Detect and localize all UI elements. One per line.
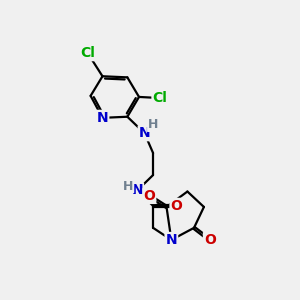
Text: N: N <box>166 233 177 247</box>
Text: Cl: Cl <box>80 46 95 60</box>
Text: O: O <box>204 233 216 247</box>
Text: N: N <box>97 111 108 125</box>
Text: O: O <box>143 189 155 203</box>
Text: Cl: Cl <box>152 91 167 105</box>
Text: H: H <box>123 179 134 193</box>
Text: O: O <box>170 199 182 213</box>
Text: H: H <box>148 118 158 131</box>
Text: N: N <box>139 126 150 140</box>
Text: N: N <box>131 183 143 197</box>
